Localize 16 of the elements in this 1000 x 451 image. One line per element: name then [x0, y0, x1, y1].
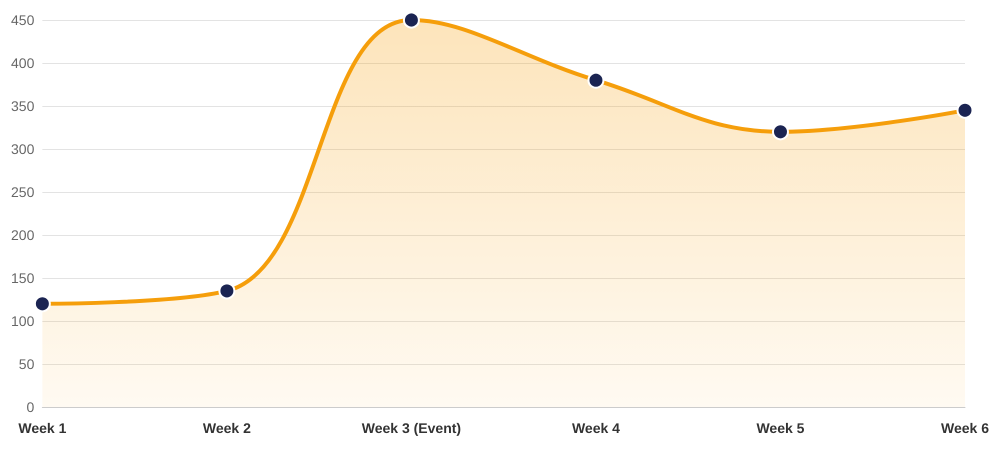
y-tick-label: 50 [18, 356, 35, 372]
y-tick-label: 100 [11, 313, 35, 329]
y-tick-label: 350 [11, 98, 35, 114]
x-tick-label: Week 6 [941, 420, 990, 436]
y-tick-label: 0 [26, 399, 35, 415]
x-tick-label: Week 5 [756, 420, 805, 436]
y-tick-label: 250 [11, 184, 35, 200]
y-tick-label: 450 [11, 12, 35, 28]
y-tick-label: 400 [11, 55, 35, 71]
y-tick-label: 150 [11, 270, 35, 286]
x-tick-label: Week 3 (Event) [362, 420, 462, 436]
y-tick-label: 300 [11, 141, 35, 157]
x-tick-label: Week 1 [18, 420, 67, 436]
y-tick-label: 200 [11, 227, 35, 243]
x-tick-label: Week 4 [572, 420, 620, 436]
x-tick-label: Week 2 [202, 420, 252, 436]
